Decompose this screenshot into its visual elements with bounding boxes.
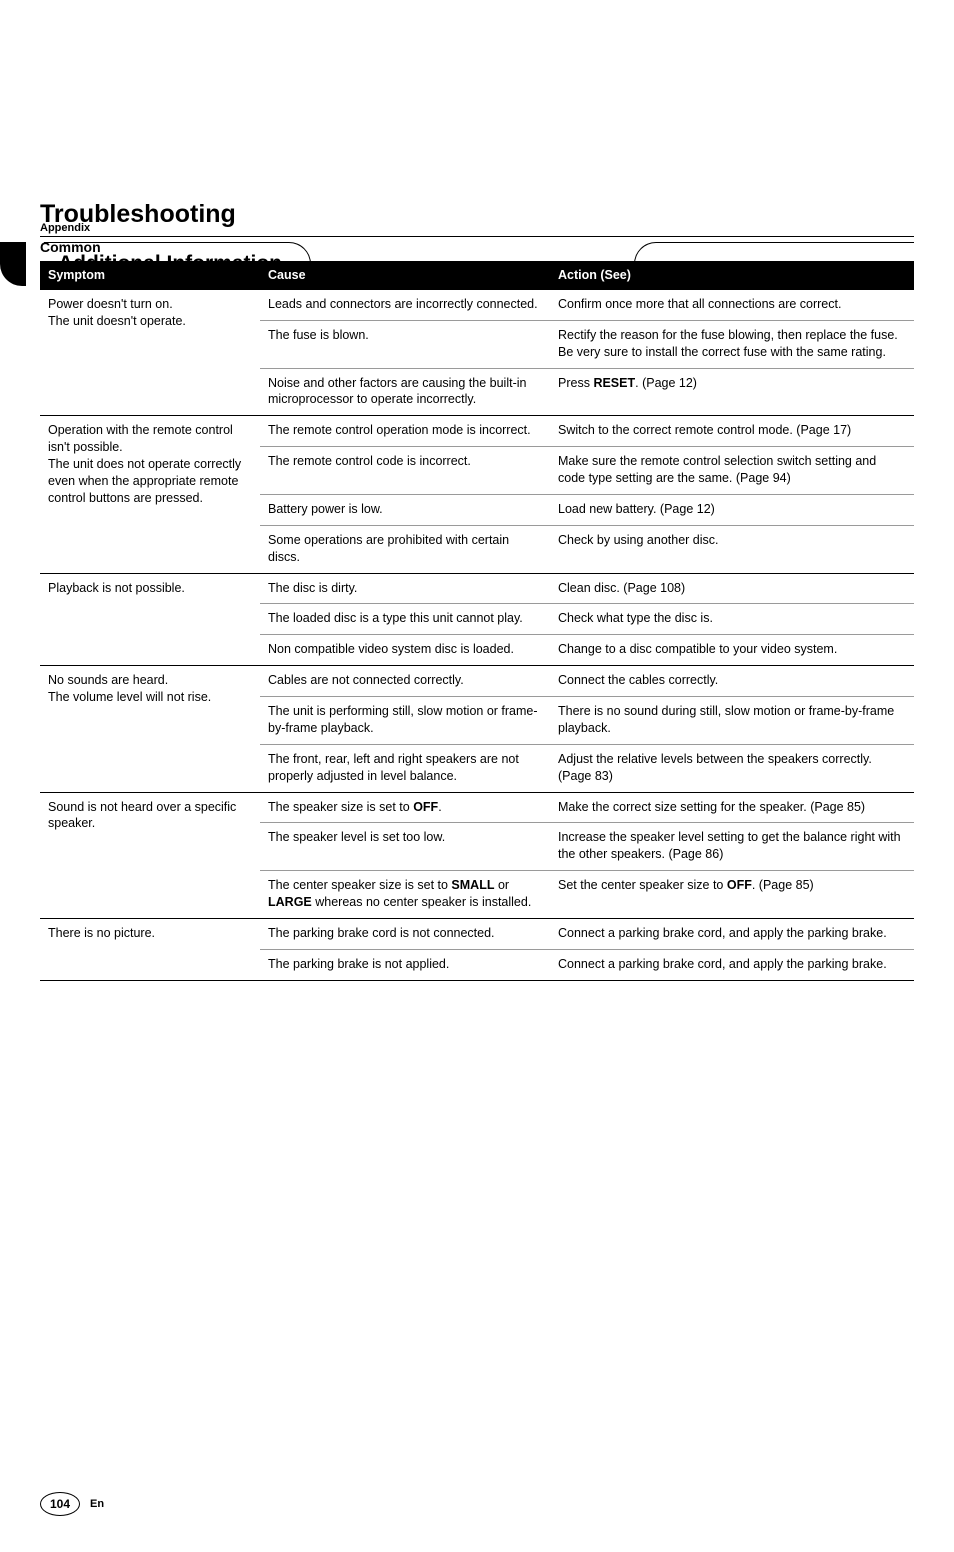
cause-cell: The center speaker size is set to SMALL … xyxy=(260,871,550,919)
cause-cell: The front, rear, left and right speakers… xyxy=(260,744,550,792)
action-cell: Switch to the correct remote control mod… xyxy=(550,416,914,447)
appendix-label: Appendix xyxy=(40,222,90,234)
lang-label: En xyxy=(90,1498,104,1510)
table-row: Power doesn't turn on.The unit doesn't o… xyxy=(40,290,914,320)
cause-cell: The unit is performing still, slow motio… xyxy=(260,697,550,745)
table-row: Operation with the remote control isn't … xyxy=(40,416,914,447)
page-footer: 104 En xyxy=(40,1492,104,1516)
cause-cell: The remote control operation mode is inc… xyxy=(260,416,550,447)
action-cell: Change to a disc compatible to your vide… xyxy=(550,635,914,666)
empty-pill-group xyxy=(329,242,914,286)
symptom-cell: Power doesn't turn on.The unit doesn't o… xyxy=(40,290,260,416)
page-number: 104 xyxy=(50,1497,70,1511)
cause-cell: The fuse is blown. xyxy=(260,320,550,368)
table-row: No sounds are heard.The volume level wil… xyxy=(40,666,914,697)
action-cell: Connect a parking brake cord, and apply … xyxy=(550,949,914,980)
cause-cell: The speaker level is set too low. xyxy=(260,823,550,871)
action-cell: Confirm once more that all connections a… xyxy=(550,290,914,320)
table-row: There is no picture.The parking brake co… xyxy=(40,918,914,949)
section-title: Additional Information xyxy=(58,252,282,276)
page-number-oval: 104 xyxy=(40,1492,80,1516)
troubleshooting-table: Symptom Cause Action (See) Power doesn't… xyxy=(40,261,914,981)
page-heading: Troubleshooting xyxy=(40,200,914,229)
cause-cell: The parking brake cord is not connected. xyxy=(260,918,550,949)
cause-cell: Noise and other factors are causing the … xyxy=(260,368,550,416)
title-bar: Additional Information xyxy=(0,242,914,286)
action-cell: Load new battery. (Page 12) xyxy=(550,494,914,525)
action-cell: Make the correct size setting for the sp… xyxy=(550,792,914,823)
section-title-pill: Additional Information xyxy=(44,242,311,286)
main-content: Troubleshooting Common Symptom Cause Act… xyxy=(0,200,954,981)
tab-marker xyxy=(0,242,26,286)
symptom-cell: Playback is not possible. xyxy=(40,573,260,666)
action-cell: Make sure the remote control selection s… xyxy=(550,447,914,495)
empty-pill xyxy=(634,242,914,286)
cause-cell: Non compatible video system disc is load… xyxy=(260,635,550,666)
action-cell: Clean disc. (Page 108) xyxy=(550,573,914,604)
cause-cell: The speaker size is set to OFF. xyxy=(260,792,550,823)
cause-cell: The remote control code is incorrect. xyxy=(260,447,550,495)
cause-cell: Leads and connectors are incorrectly con… xyxy=(260,290,550,320)
cause-cell: Battery power is low. xyxy=(260,494,550,525)
action-cell: There is no sound during still, slow mot… xyxy=(550,697,914,745)
action-cell: Rectify the reason for the fuse blowing,… xyxy=(550,320,914,368)
cause-cell: The disc is dirty. xyxy=(260,573,550,604)
action-cell: Check by using another disc. xyxy=(550,525,914,573)
header-rule xyxy=(40,236,914,237)
action-cell: Connect the cables correctly. xyxy=(550,666,914,697)
cause-cell: The loaded disc is a type this unit cann… xyxy=(260,604,550,635)
action-cell: Adjust the relative levels between the s… xyxy=(550,744,914,792)
action-cell: Increase the speaker level setting to ge… xyxy=(550,823,914,871)
symptom-cell: Operation with the remote control isn't … xyxy=(40,416,260,573)
action-cell: Check what type the disc is. xyxy=(550,604,914,635)
cause-cell: Some operations are prohibited with cert… xyxy=(260,525,550,573)
symptom-cell: Sound is not heard over a specific speak… xyxy=(40,792,260,918)
action-cell: Press RESET. (Page 12) xyxy=(550,368,914,416)
cause-cell: Cables are not connected correctly. xyxy=(260,666,550,697)
symptom-cell: No sounds are heard.The volume level wil… xyxy=(40,666,260,792)
action-cell: Connect a parking brake cord, and apply … xyxy=(550,918,914,949)
table-row: Playback is not possible.The disc is dir… xyxy=(40,573,914,604)
cause-cell: The parking brake is not applied. xyxy=(260,949,550,980)
symptom-cell: There is no picture. xyxy=(40,918,260,980)
table-row: Sound is not heard over a specific speak… xyxy=(40,792,914,823)
action-cell: Set the center speaker size to OFF. (Pag… xyxy=(550,871,914,919)
